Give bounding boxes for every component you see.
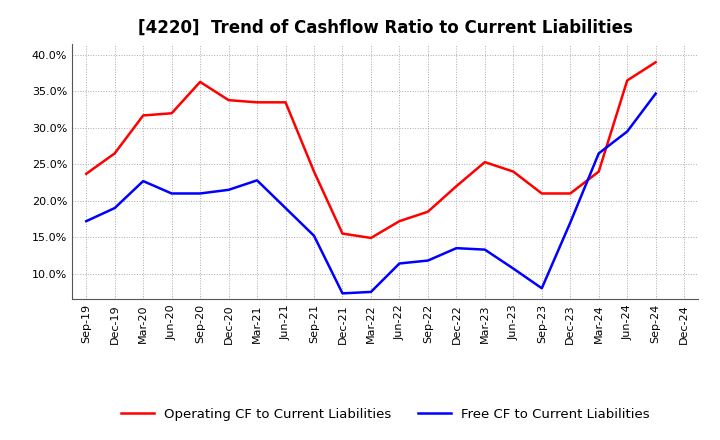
Operating CF to Current Liabilities [167,110,176,116]
Free CF to Current Liabilities [82,219,91,224]
Free CF to Current Liabilities [652,91,660,96]
Free CF to Current Liabilities [566,220,575,225]
Free CF to Current Liabilities [196,191,204,196]
Operating CF to Current Liabilities [509,169,518,174]
Line: Free CF to Current Liabilities: Free CF to Current Liabilities [86,94,656,293]
Operating CF to Current Liabilities [253,100,261,105]
Operating CF to Current Liabilities [82,171,91,176]
Free CF to Current Liabilities [225,187,233,192]
Operating CF to Current Liabilities [423,209,432,214]
Operating CF to Current Liabilities [225,98,233,103]
Operating CF to Current Liabilities [310,169,318,174]
Free CF to Current Liabilities [423,258,432,263]
Line: Operating CF to Current Liabilities: Operating CF to Current Liabilities [86,62,656,238]
Free CF to Current Liabilities [310,233,318,238]
Free CF to Current Liabilities [338,291,347,296]
Operating CF to Current Liabilities [595,169,603,174]
Operating CF to Current Liabilities [652,59,660,65]
Title: [4220]  Trend of Cashflow Ratio to Current Liabilities: [4220] Trend of Cashflow Ratio to Curren… [138,19,633,37]
Free CF to Current Liabilities [595,151,603,156]
Operating CF to Current Liabilities [480,159,489,165]
Operating CF to Current Liabilities [338,231,347,236]
Free CF to Current Liabilities [480,247,489,252]
Free CF to Current Liabilities [139,179,148,184]
Operating CF to Current Liabilities [282,100,290,105]
Free CF to Current Liabilities [167,191,176,196]
Free CF to Current Liabilities [282,205,290,211]
Operating CF to Current Liabilities [537,191,546,196]
Operating CF to Current Liabilities [452,183,461,189]
Operating CF to Current Liabilities [139,113,148,118]
Operating CF to Current Liabilities [623,78,631,83]
Operating CF to Current Liabilities [395,219,404,224]
Operating CF to Current Liabilities [110,151,119,156]
Free CF to Current Liabilities [509,266,518,271]
Free CF to Current Liabilities [537,286,546,291]
Free CF to Current Liabilities [623,129,631,134]
Free CF to Current Liabilities [110,205,119,211]
Legend: Operating CF to Current Liabilities, Free CF to Current Liabilities: Operating CF to Current Liabilities, Fre… [115,403,655,426]
Operating CF to Current Liabilities [196,79,204,84]
Operating CF to Current Liabilities [366,235,375,241]
Free CF to Current Liabilities [366,289,375,294]
Free CF to Current Liabilities [253,178,261,183]
Free CF to Current Liabilities [452,246,461,251]
Operating CF to Current Liabilities [566,191,575,196]
Free CF to Current Liabilities [395,261,404,266]
